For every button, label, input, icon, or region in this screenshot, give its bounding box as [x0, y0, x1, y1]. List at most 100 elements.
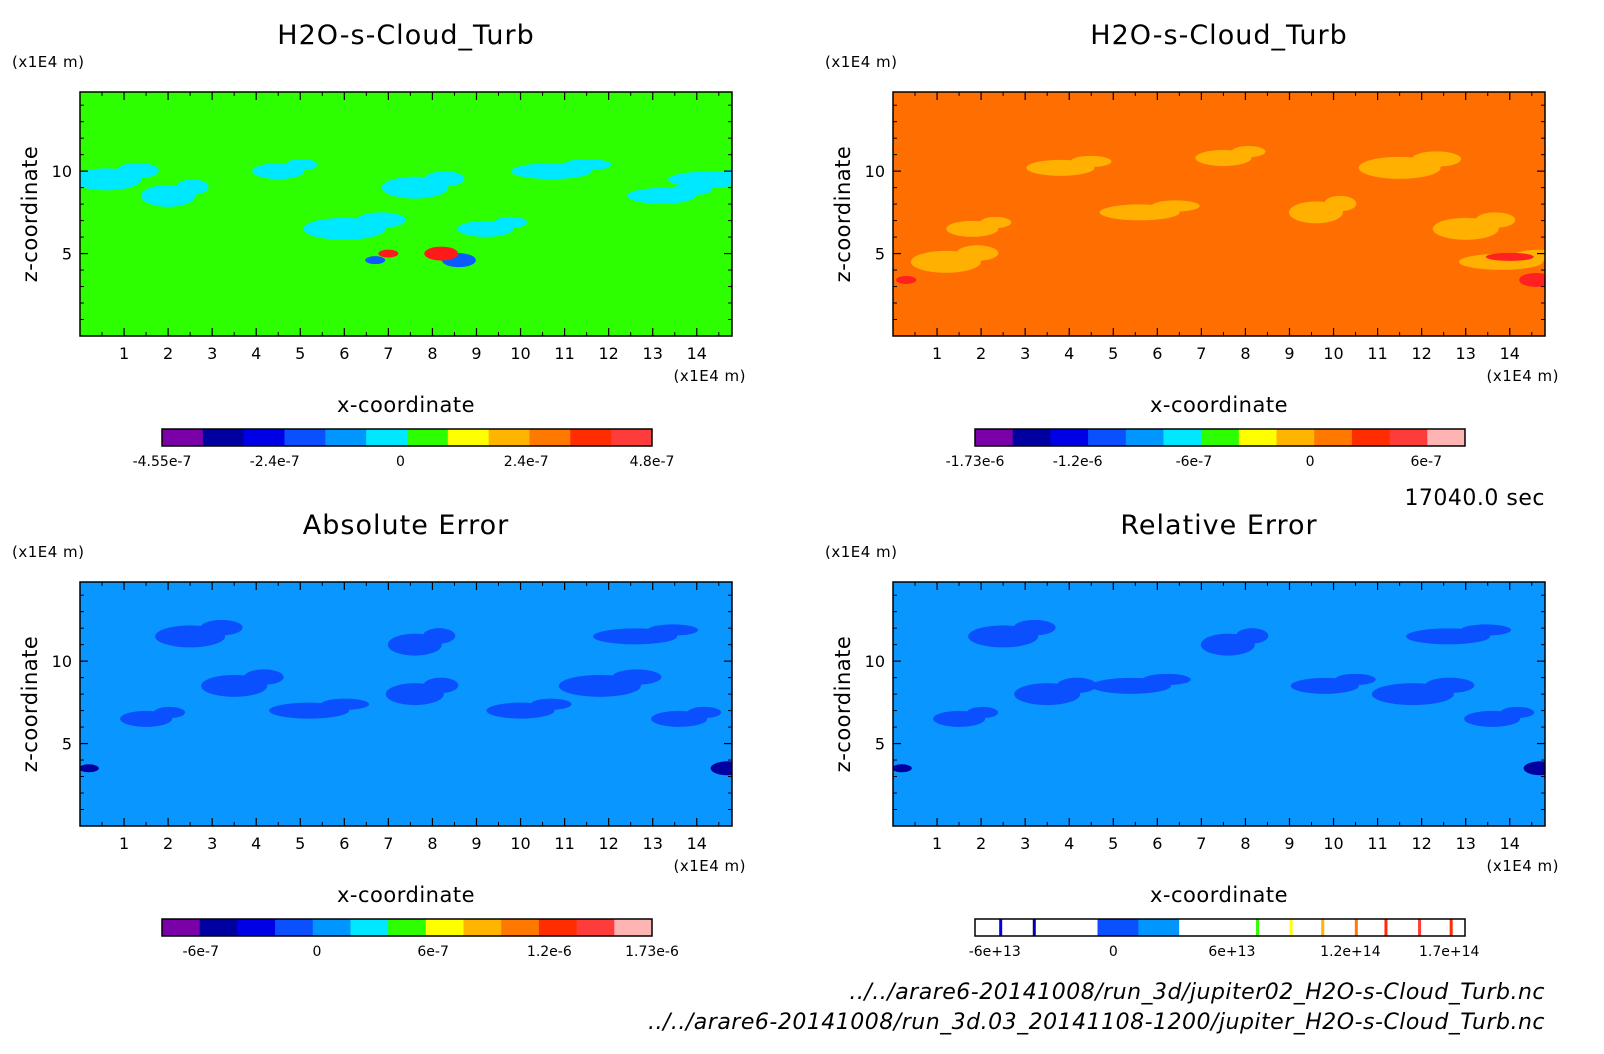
contour-patch — [80, 764, 99, 773]
contour-features — [80, 159, 732, 268]
contour-patch — [530, 698, 572, 710]
colorbar-tick-label: 1.2e-6 — [527, 944, 572, 960]
panel-title: Relative Error — [1120, 510, 1317, 541]
x-tick-label: 11 — [554, 834, 574, 853]
field-background — [893, 92, 1545, 336]
contour-patch — [321, 698, 370, 710]
colorbar-swatch — [1179, 919, 1221, 936]
x-axis-label: x-coordinate — [337, 883, 475, 907]
colorbar-tick-label: 6e-7 — [417, 944, 448, 960]
colorbar-swatch — [488, 429, 530, 446]
x-tick-label: 5 — [295, 344, 305, 363]
x-tick-label: 9 — [471, 834, 481, 853]
x-tick-label: 10 — [1323, 344, 1343, 363]
colorbar-swatch — [350, 919, 389, 936]
z-unit-label: (x1E4 m) — [12, 543, 85, 561]
x-tick-label: 14 — [687, 344, 707, 363]
contour-patch — [116, 162, 159, 179]
x-tick-label: 9 — [471, 344, 481, 363]
colorbar-swatch — [1088, 429, 1127, 446]
colorbar-tick-label: 0 — [396, 454, 405, 470]
contour-features — [896, 145, 1545, 287]
colorbar-swatch — [1238, 429, 1278, 446]
x-tick-label: 12 — [1411, 834, 1431, 853]
plot-frame — [79, 581, 733, 827]
colorbar-swatch — [202, 429, 245, 446]
x-tick-label: 11 — [1367, 834, 1387, 853]
x-tick-label: 6 — [339, 834, 349, 853]
x-tick-label: 14 — [1500, 834, 1520, 853]
panel-3: Absolute Error(x1E4 m)1 2 3 4 5 6 7 8 9 10 11 12 13 1… — [12, 510, 746, 960]
colorbar-swatch — [501, 919, 540, 936]
field-background — [80, 92, 732, 336]
file-path-label: ../../arare6-20141008/run_3d/jupiter02_H… — [849, 980, 1545, 1005]
x-unit-label: (x1E4 m) — [1486, 857, 1559, 875]
file-path-label: ../../arare6-20141008/run_3d.03_20141108… — [648, 1010, 1545, 1035]
z-tick-label: 5 — [62, 245, 72, 264]
contour-patch — [493, 216, 528, 229]
colorbar-swatch — [1314, 429, 1353, 446]
x-tick-label: 8 — [427, 344, 437, 363]
field-background — [893, 582, 1545, 826]
colorbar-swatch — [1138, 919, 1180, 936]
z-axis-label: z-coordinate — [18, 636, 42, 773]
colorbar-swatch — [199, 919, 238, 936]
contour-patch — [896, 275, 917, 284]
colorbar-swatch — [1201, 429, 1240, 446]
colorbar-tick-label: 0 — [312, 944, 321, 960]
x-tick-label: 6 — [1152, 834, 1162, 853]
x-tick-label: 4 — [251, 344, 261, 363]
contour-patch — [710, 761, 732, 776]
x-tick-label: 13 — [643, 344, 663, 363]
x-tick-label: 2 — [976, 834, 986, 853]
x-tick-label: 12 — [598, 344, 618, 363]
contour-patch — [1523, 761, 1545, 776]
colorbar-swatch — [463, 919, 502, 936]
contour-patch — [200, 619, 243, 636]
colorbar-tick-label: -1.73e-6 — [946, 454, 1005, 470]
contour-patch — [1500, 706, 1535, 719]
z-axis-label: z-coordinate — [831, 146, 855, 283]
x-tick-label: 3 — [1020, 344, 1030, 363]
x-tick-label: 9 — [1284, 834, 1294, 853]
contour-patch — [424, 246, 459, 261]
colorbar-tick-label: 4.8e-7 — [630, 454, 675, 470]
x-tick-label: 8 — [1240, 834, 1250, 853]
x-tick-label: 5 — [1108, 344, 1118, 363]
x-tick-label: 2 — [976, 344, 986, 363]
contour-patch — [612, 669, 662, 685]
x-tick-label: 3 — [207, 344, 217, 363]
x-tick-label: 11 — [1367, 344, 1387, 363]
z-tick-label: 10 — [865, 162, 885, 181]
colorbar-frame — [161, 428, 653, 447]
colorbar-swatch — [1220, 919, 1262, 936]
contour-patch — [956, 245, 999, 261]
colorbar-swatch — [284, 429, 326, 446]
colorbar-swatch — [1389, 429, 1428, 446]
colorbar-tick-label: 1.73e-6 — [625, 944, 679, 960]
z-tick-label: 10 — [52, 162, 72, 181]
colorbar-tick-label: 2.4e-7 — [504, 454, 549, 470]
x-tick-label: 3 — [1020, 834, 1030, 853]
contour-patch — [176, 179, 209, 195]
colorbar-swatch — [275, 919, 314, 936]
x-tick-label: 6 — [339, 344, 349, 363]
x-tick-label: 5 — [295, 834, 305, 853]
colorbar-swatch — [1163, 429, 1202, 446]
colorbar-swatch — [1342, 919, 1384, 936]
x-axis-label: x-coordinate — [337, 393, 475, 417]
x-tick-label: 13 — [1456, 834, 1476, 853]
colorbar-tick-label: 0 — [1109, 944, 1118, 960]
x-tick-label: 2 — [163, 834, 173, 853]
time-label: 17040.0 sec — [1404, 486, 1545, 511]
contour-patch — [378, 249, 399, 258]
contour-patch — [423, 677, 459, 694]
colorbar-swatch — [366, 429, 408, 446]
contour-patch — [893, 764, 912, 773]
colorbar-tick-label: 6e+13 — [1208, 944, 1255, 960]
contour-patch — [153, 706, 186, 719]
contour-features — [80, 619, 732, 776]
contour-patch — [422, 628, 456, 644]
x-tick-label: 4 — [1064, 834, 1074, 853]
